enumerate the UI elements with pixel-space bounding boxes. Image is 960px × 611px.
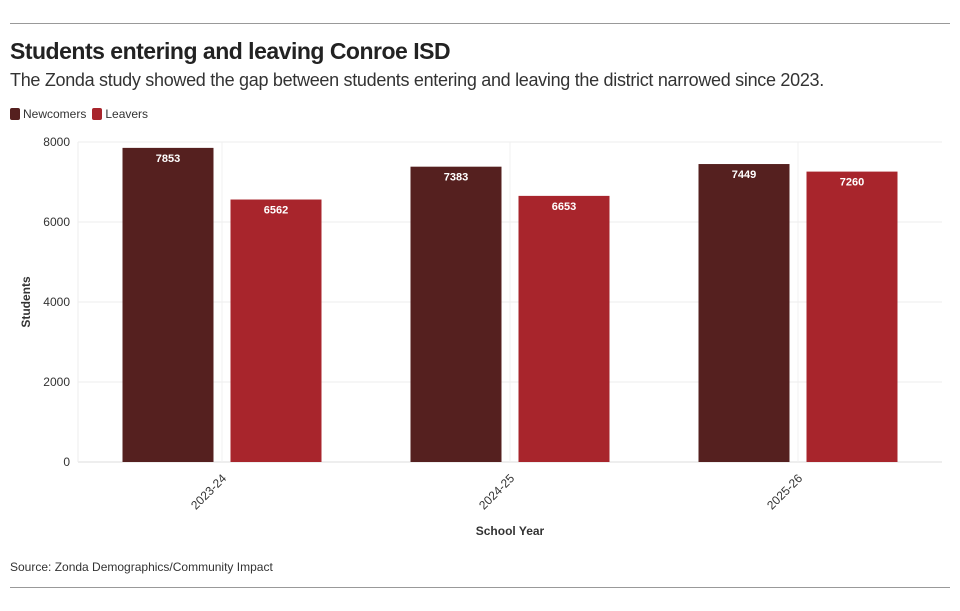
data-label: 7449: [732, 169, 756, 181]
data-label: 6653: [552, 201, 576, 213]
x-tick-label: 2024-25: [476, 471, 517, 512]
legend: Newcomers Leavers: [10, 107, 148, 121]
x-axis-title: School Year: [476, 524, 545, 538]
bar-leavers: [518, 195, 610, 462]
legend-item-leavers[interactable]: Leavers: [92, 107, 148, 121]
bar-newcomers: [122, 147, 214, 462]
y-tick-label: 8000: [43, 135, 70, 149]
x-tick-label: 2025-26: [764, 471, 805, 512]
bar-leavers: [806, 171, 898, 462]
source-note: Source: Zonda Demographics/Community Imp…: [10, 560, 273, 574]
bottom-rule: [10, 587, 950, 588]
x-tick-label: 2023-24: [188, 471, 229, 512]
bar-newcomers: [410, 166, 502, 462]
y-tick-label: 6000: [43, 215, 70, 229]
top-rule: [10, 23, 950, 24]
y-axis-title: Students: [19, 276, 33, 328]
legend-swatch-newcomers: [10, 108, 20, 120]
data-label: 7853: [156, 153, 180, 165]
legend-item-newcomers[interactable]: Newcomers: [10, 107, 86, 121]
bar-leavers: [230, 199, 322, 462]
legend-label: Newcomers: [23, 107, 87, 121]
data-label: 7383: [444, 172, 468, 184]
y-tick-label: 2000: [43, 375, 70, 389]
data-label: 6562: [264, 205, 288, 217]
y-tick-label: 4000: [43, 295, 70, 309]
chart-subtitle: The Zonda study showed the gap between s…: [10, 70, 824, 90]
chart-title: Students entering and leaving Conroe ISD: [10, 38, 451, 64]
legend-label: Leavers: [105, 107, 149, 121]
y-tick-label: 0: [63, 455, 70, 469]
legend-swatch-leavers: [92, 108, 103, 120]
data-label: 7260: [840, 177, 864, 189]
bar-newcomers: [698, 164, 790, 463]
